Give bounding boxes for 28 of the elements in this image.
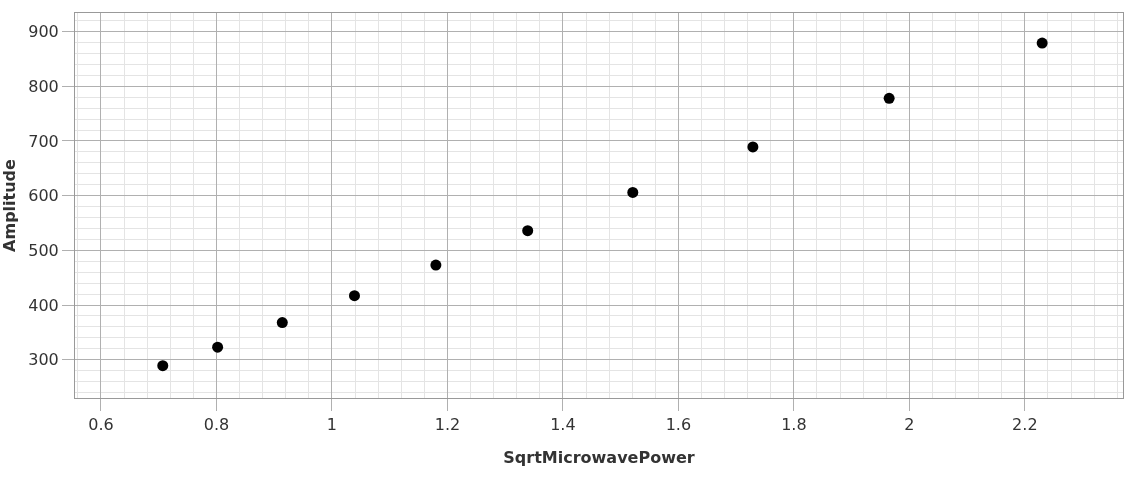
point [627, 186, 639, 198]
y-tick-label: 500 [28, 240, 59, 260]
y-tick-label: 700 [28, 131, 59, 151]
x-tick-label: 2 [904, 415, 915, 435]
x-tick-label: 1.8 [781, 415, 807, 435]
y-tick-label: 800 [28, 76, 59, 96]
x-tick-label: 0.6 [88, 415, 114, 435]
x-tick-label: 1 [326, 415, 338, 435]
x-axis-title: SqrtMicrowavePower [503, 447, 695, 467]
point [348, 290, 360, 302]
point [276, 317, 288, 329]
x-tick-label: 1.2 [434, 415, 461, 435]
x-tick-label: 0.8 [203, 415, 230, 435]
y-tick-label: 300 [28, 350, 59, 370]
x-tick-label: 1.4 [550, 415, 576, 435]
point [157, 360, 169, 372]
point [883, 92, 895, 104]
y-tick-label: 400 [28, 295, 59, 315]
y-axis-title: Amplitude [0, 158, 20, 252]
x-tick-label: 1.6 [665, 415, 692, 435]
point [522, 225, 534, 237]
point [212, 341, 224, 353]
y-tick-label: 600 [28, 186, 59, 206]
x-tick-label: 2.2 [1012, 415, 1038, 435]
point [430, 259, 442, 271]
point [747, 141, 759, 153]
point [1036, 37, 1048, 49]
y-tick-label: 900 [28, 22, 59, 42]
